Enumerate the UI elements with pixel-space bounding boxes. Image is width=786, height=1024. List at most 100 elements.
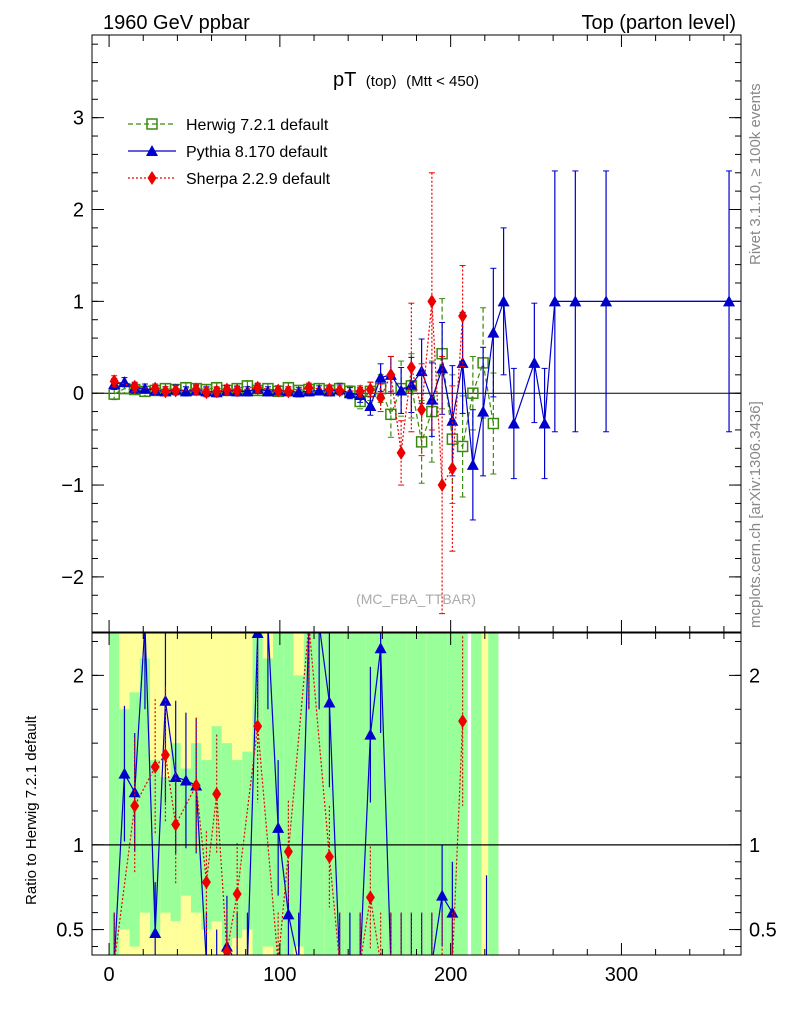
ratio-series-sherpa [113,633,468,970]
data-point-sherpa [396,445,406,460]
data-point-sherpa [458,309,468,324]
data-point-pythia [569,295,582,307]
data-point-herwig [487,417,500,430]
band-inner [262,658,274,947]
band-inner [314,633,325,955]
ratio-point-pythia [334,957,346,968]
band-inner [334,633,345,955]
band-inner [385,633,397,955]
xtick-label: 0 [104,964,115,986]
data-point-sherpa [417,402,427,417]
plot-title: pT (top) (Mtt < 450) [333,69,479,91]
mcplots-label: mcplots.cern.ch [arXiv:1306.3436] [747,401,764,628]
ratio-point-pythia [179,774,192,786]
ratio-point-pythia [139,619,151,630]
data-point-sherpa [437,478,447,493]
band-inner [396,633,407,955]
band-outer [477,633,489,955]
main-ytick-label: −1 [61,475,84,497]
ratio-point-pythia [262,619,274,630]
ratio-point-pythia [395,957,407,968]
band-inner [416,633,427,955]
legend-marker-sherpa [147,171,157,185]
data-point-pythia [374,371,387,383]
data-point-sherpa [160,384,170,399]
band-inner [324,633,335,955]
analysis-watermark: (MC_FBA_TTBAR) [356,591,476,607]
ratio-point-sherpa [212,787,222,801]
data-point-sherpa [253,380,263,395]
data-point-sherpa [304,380,314,395]
data-point-pythia [261,385,274,397]
ratio-point-pythia [169,771,182,783]
legend-marker-pythia [146,145,158,156]
band-inner [150,760,161,939]
data-point-sherpa [335,383,345,398]
data-point-pythia [446,414,459,426]
main-ytick-label: 1 [73,291,84,313]
data-point-sherpa [222,382,232,397]
ratio-point-pythia [323,696,336,708]
data-point-sherpa [232,383,242,398]
band-inner [283,633,294,955]
data-point-sherpa [283,384,293,399]
ratio-point-sherpa [324,849,334,864]
ratio-ytick-label-right: 0.5 [749,920,777,942]
ratio-point-pythia [405,957,417,968]
series-line-herwig [113,353,494,448]
data-point-sherpa [376,390,386,405]
data-point-pythia [436,362,449,374]
data-point-pythia [477,405,490,417]
ratio-ytick-label-left: 0.5 [56,920,84,942]
data-point-sherpa [386,367,396,382]
ratio-point-pythia [344,957,356,968]
band-inner [293,675,304,947]
data-point-pythia [179,385,192,397]
data-point-pythia [395,384,408,396]
data-point-pythia [343,387,356,399]
data-point-sherpa [447,461,457,476]
ratio-ylabel: Ratio to Herwig 7.2.1 default [23,715,40,905]
xtick-label: 200 [434,964,467,986]
title-sub1: (top) [366,73,397,90]
band-inner [303,633,315,955]
ratio-point-pythia [446,906,459,918]
ratio-point-pythia [385,957,397,968]
header-right: Top (parton level) [581,12,736,34]
title-sub2: (Mtt < 450) [406,73,479,90]
ratio-point-sherpa [407,956,416,970]
data-point-sherpa [355,384,365,399]
data-point-pythia [415,365,428,377]
ratio-point-sherpa [365,890,375,905]
band-inner [109,633,120,955]
ratio-point-pythia [211,974,223,985]
series-herwig [108,298,500,504]
data-point-sherpa [130,379,140,394]
rivet-label: Rivet 3.1.10, ≥ 100k events [747,83,764,265]
main-ytick-label: 0 [73,383,84,405]
data-point-sherpa [406,360,416,375]
ratio-plot: 0.5 0.5 1 1 2 2 0 100 200 300 [56,632,777,986]
title-main: pT [333,69,356,91]
data-point-sherpa [171,383,181,398]
data-point-herwig [456,440,469,453]
band-inner [447,633,458,955]
band-inner [242,751,253,930]
ratio-line-pythia [114,633,453,955]
ratio-point-pythia [231,957,243,968]
band-inner [436,633,448,955]
ratio-ytick-label-right: 2 [749,665,760,687]
data-point-pythia [138,382,151,394]
ratio-series [113,619,488,985]
series-line-pythia [114,300,730,465]
data-point-sherpa [273,383,283,398]
legend-marker-herwig [146,118,158,130]
ratio-point-pythia [200,957,212,968]
band-inner [375,633,386,955]
ratio-point-sherpa [253,719,263,734]
data-point-sherpa [427,294,437,309]
data-point-pythia [241,385,254,397]
data-point-sherpa [150,381,160,396]
data-point-pythia [548,295,561,307]
